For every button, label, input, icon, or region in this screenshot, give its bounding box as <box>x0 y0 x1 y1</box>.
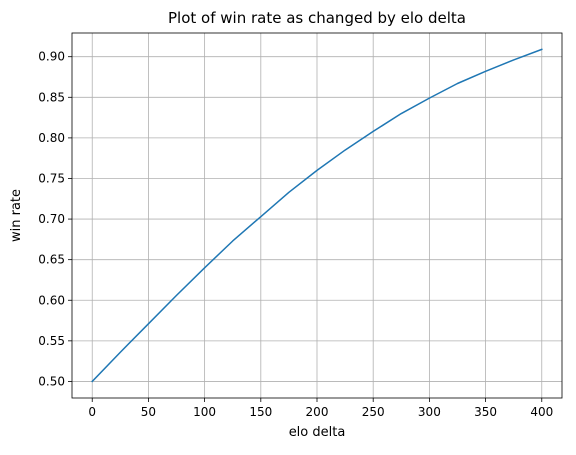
x-tick-label: 200 <box>306 405 329 419</box>
y-axis-label: win rate <box>9 189 24 242</box>
y-tick-label: 0.55 <box>38 334 65 348</box>
y-tick-label: 0.50 <box>38 374 65 388</box>
grid <box>72 33 562 398</box>
y-tick-label: 0.80 <box>38 131 65 145</box>
chart-title: Plot of win rate as changed by elo delta <box>168 9 466 27</box>
y-tick-label: 0.75 <box>38 171 65 185</box>
y-tick-label: 0.60 <box>38 293 65 307</box>
y-tick-label: 0.70 <box>38 212 65 226</box>
x-tick-label: 150 <box>249 405 272 419</box>
y-tick-label: 0.90 <box>38 50 65 64</box>
x-tick-label: 50 <box>141 405 156 419</box>
x-tick-label: 400 <box>530 405 553 419</box>
y-tick-label: 0.65 <box>38 253 65 267</box>
x-tick-label: 100 <box>193 405 216 419</box>
x-tick-label: 250 <box>362 405 385 419</box>
y-tick-label: 0.85 <box>38 90 65 104</box>
series-lines <box>91 48 543 383</box>
x-tick-label: 350 <box>474 405 497 419</box>
x-tick-label: 0 <box>88 405 96 419</box>
y-axis-ticks: 0.50 0.55 0.60 0.65 0.70 0.75 0.80 0.85 0.90 <box>38 50 72 388</box>
x-tick-label: 300 <box>418 405 441 419</box>
x-axis-label: elo delta <box>289 425 346 440</box>
series-line <box>91 48 543 383</box>
x-axis-ticks: 0 50 100 150 200 250 300 350 400 <box>88 398 553 419</box>
